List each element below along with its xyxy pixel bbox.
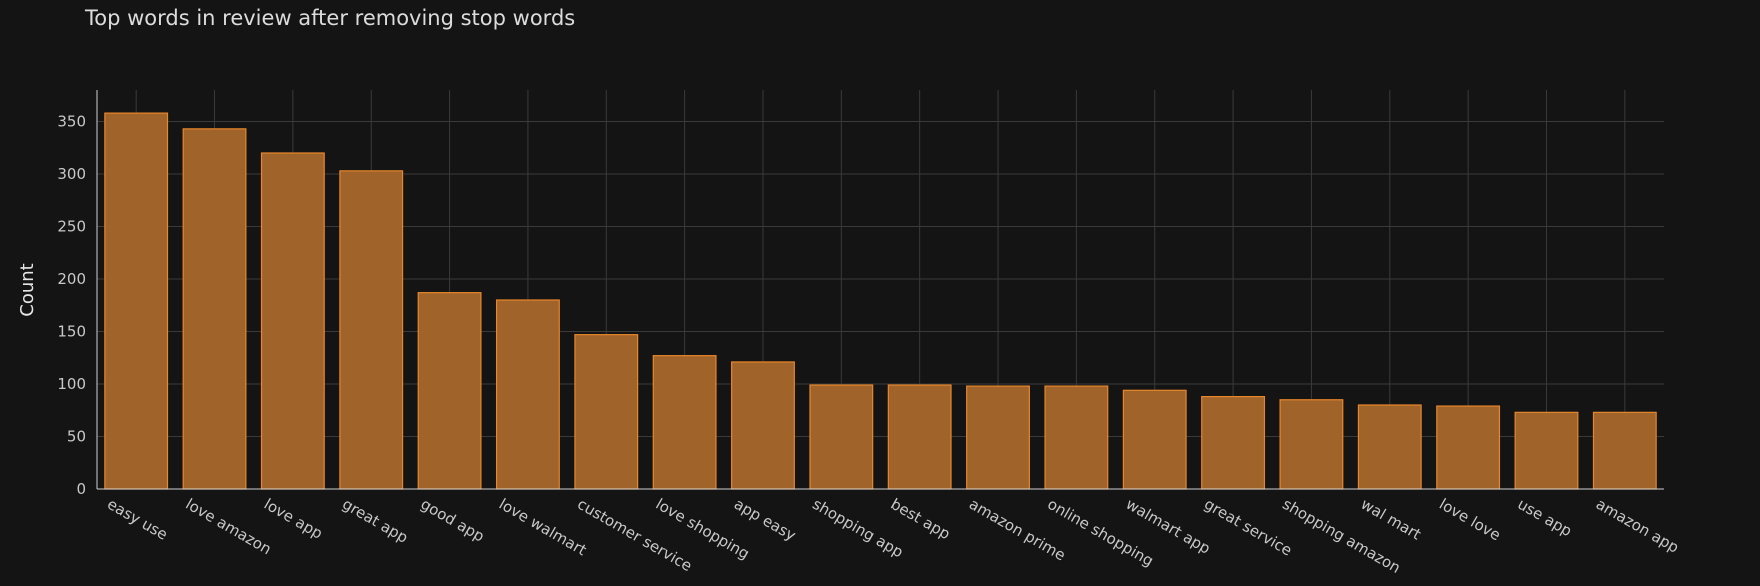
bar[interactable]	[809, 384, 874, 490]
bar[interactable]	[1436, 405, 1501, 490]
x-tick-label: love amazon	[183, 495, 275, 558]
bar[interactable]	[260, 152, 325, 490]
y-tick-label: 100	[57, 375, 86, 393]
x-tick-label: great app	[339, 495, 411, 547]
x-tick-label: wal mart	[1358, 495, 1424, 544]
bar[interactable]	[1122, 389, 1187, 490]
x-tick-label: use app	[1514, 495, 1575, 540]
bar[interactable]	[182, 128, 247, 490]
bar[interactable]	[1044, 385, 1109, 490]
y-tick-label: 50	[67, 428, 86, 446]
y-tick-label: 250	[57, 218, 86, 236]
y-tick-label: 150	[57, 323, 86, 341]
x-tick-label: easy use	[104, 495, 171, 544]
chart-title: Top words in review after removing stop …	[85, 6, 576, 30]
y-axis-title: Count	[17, 263, 38, 316]
bars-layer	[104, 112, 1657, 490]
bar[interactable]	[495, 299, 560, 490]
x-tick-label: love walmart	[496, 495, 590, 559]
bar[interactable]	[1357, 404, 1422, 490]
bar[interactable]	[339, 170, 404, 490]
bar[interactable]	[731, 361, 795, 490]
bar[interactable]	[887, 384, 952, 490]
bar[interactable]	[574, 334, 639, 490]
bar[interactable]	[1592, 411, 1657, 490]
bar[interactable]	[104, 112, 169, 490]
y-tick-label: 300	[57, 165, 86, 183]
grid-layer	[97, 90, 1664, 490]
bar[interactable]	[652, 355, 717, 490]
x-tick-label: app easy	[731, 495, 799, 545]
x-tick-label: great service	[1201, 495, 1295, 560]
bar[interactable]	[1514, 411, 1579, 490]
x-tick-label: amazon app	[1593, 495, 1682, 557]
x-tick-label: love love	[1436, 495, 1504, 544]
x-tick-label: love app	[261, 495, 326, 543]
x-tick-label: good app	[418, 495, 488, 546]
bar[interactable]	[417, 292, 482, 490]
x-tick-label: best app	[888, 495, 954, 543]
bar[interactable]	[966, 385, 1030, 490]
bar[interactable]	[1279, 399, 1344, 490]
y-tick-label: 0	[76, 480, 86, 498]
y-tick-label: 350	[57, 113, 86, 131]
y-tick-label: 200	[57, 270, 86, 288]
bar[interactable]	[1201, 396, 1266, 490]
